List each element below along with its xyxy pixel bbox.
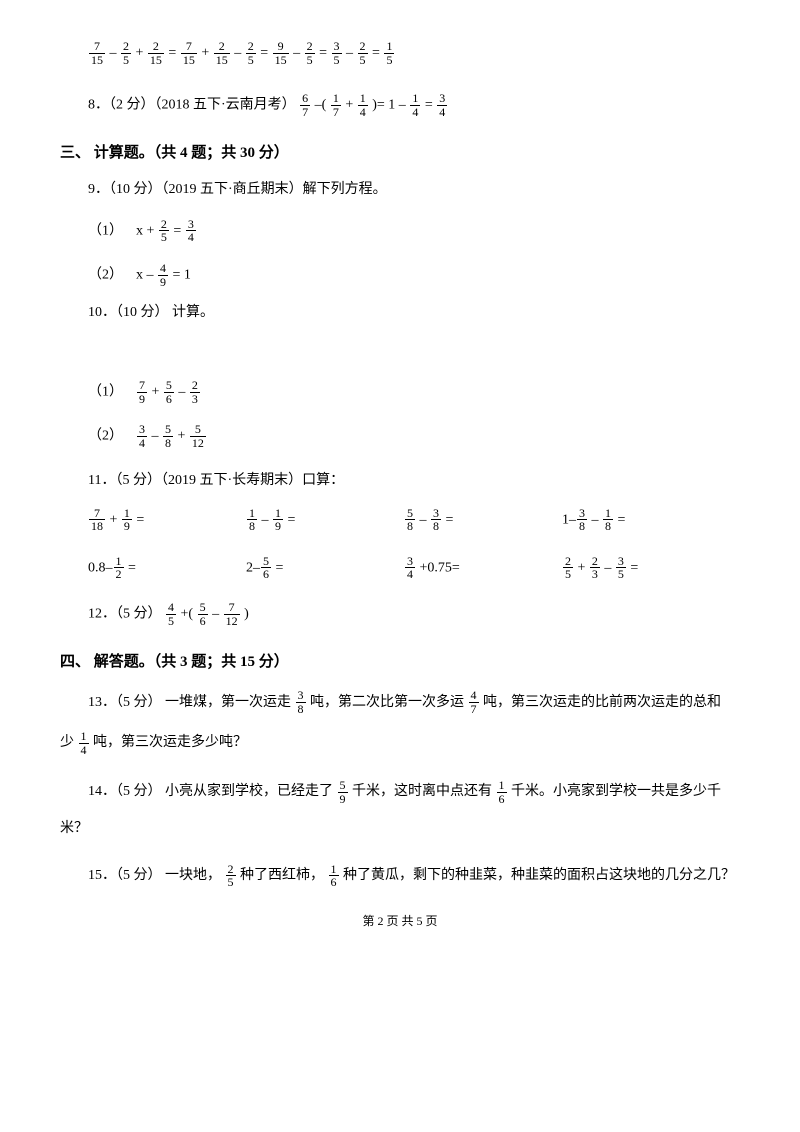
q9-part2: （2） x – 49 = 1 <box>88 262 740 288</box>
text: +0.75= <box>416 560 460 575</box>
question-10: 10．（10 分） 计算。 <box>88 302 740 323</box>
question-13: 13．（5 分） 一堆煤，第一次运走 38 吨，第二次比第一次多运 47 吨，第… <box>88 688 740 719</box>
equation-chain-top: 715 – 25 + 215 = 715 + 215 – 25 = 915 – … <box>88 40 740 66</box>
text: 13．（5 分） 一堆煤，第一次运走 <box>88 695 295 710</box>
q12-text: 12．（5 分） <box>88 606 162 621</box>
text: 种了西红柿， <box>240 868 328 883</box>
text: 吨，第三次运走多少吨？ <box>93 735 247 750</box>
question-14: 14．（5 分） 小亮从家到学校，已经走了 59 千米，这时离中点还有 16 千… <box>88 777 740 808</box>
calc-cell: 18 – 19 = <box>246 501 404 539</box>
section-4-heading: 四、 解答题。（共 3 题；共 15 分） <box>60 651 740 674</box>
calc-cell: 2–56 = <box>246 549 404 587</box>
text: 千米。小亮家到学校一共是多少千 <box>511 784 721 799</box>
question-15: 15．（5 分） 一块地， 25 种了西红柿， 16 种了黄瓜，剩下的种韭菜，种… <box>88 861 740 892</box>
text: 吨，第二次比第一次多运 <box>310 695 468 710</box>
q9-part1: （1） x + 25 = 34 <box>88 218 740 244</box>
text: 0.8– <box>88 560 113 575</box>
calc-row-1: 718 + 19 = 18 – 19 = 58 – 38 = 1–38 – 18… <box>88 501 740 539</box>
text: 1– <box>562 512 576 527</box>
question-11: 11．（5 分）（2019 五下·长寿期末）口算： <box>88 470 740 491</box>
question-14-cont: 米？ <box>60 818 740 839</box>
text: 15．（5 分） 一块地， <box>88 868 225 883</box>
question-13-cont: 少 14 吨，第三次运走多少吨？ <box>60 728 740 759</box>
question-8: 8．（2 分）（2018 五下·云南月考） 67 –( 17 + 14 )= 1… <box>88 92 740 118</box>
label-1: （1） <box>88 223 123 238</box>
text: 种了黄瓜，剩下的种韭菜，种韭菜的面积占这块地的几分之几？ <box>343 868 735 883</box>
page-footer: 第 2 页 共 5 页 <box>60 912 740 930</box>
frac: 715 <box>89 40 105 66</box>
section-3-heading: 三、 计算题。（共 4 题；共 30 分） <box>60 142 740 165</box>
label-2: （2） <box>88 429 123 444</box>
text: 吨，第三次运走的比前两次运走的总和 <box>483 695 721 710</box>
calc-cell: 58 – 38 = <box>404 501 562 539</box>
calc-cell: 25 + 23 – 35 = <box>562 549 720 587</box>
text: 少 <box>60 735 78 750</box>
calc-cell: 718 + 19 = <box>88 501 246 539</box>
text: 2– <box>246 560 260 575</box>
question-12: 12．（5 分） 45 +( 56 – 712 ) <box>88 601 740 627</box>
text: 14．（5 分） 小亮从家到学校，已经走了 <box>88 784 337 799</box>
calc-row-2: 0.8–12 = 2–56 = 34 +0.75= 25 + 23 – 35 = <box>88 549 740 587</box>
calc-cell: 1–38 – 18 = <box>562 501 720 539</box>
q10-part2: （2） 34 – 58 + 512 <box>88 423 740 449</box>
label-1: （1） <box>88 385 123 400</box>
calc-cell: 34 +0.75= <box>404 549 562 587</box>
q10-part1: （1） 79 + 56 – 23 <box>88 379 740 405</box>
q8-text: 8．（2 分）（2018 五下·云南月考） <box>88 98 296 113</box>
label-2: （2） <box>88 267 123 282</box>
question-9: 9．（10 分）（2019 五下·商丘期末）解下列方程。 <box>88 179 740 200</box>
calc-cell: 0.8–12 = <box>88 549 246 587</box>
text: 千米，这时离中点还有 <box>352 784 496 799</box>
